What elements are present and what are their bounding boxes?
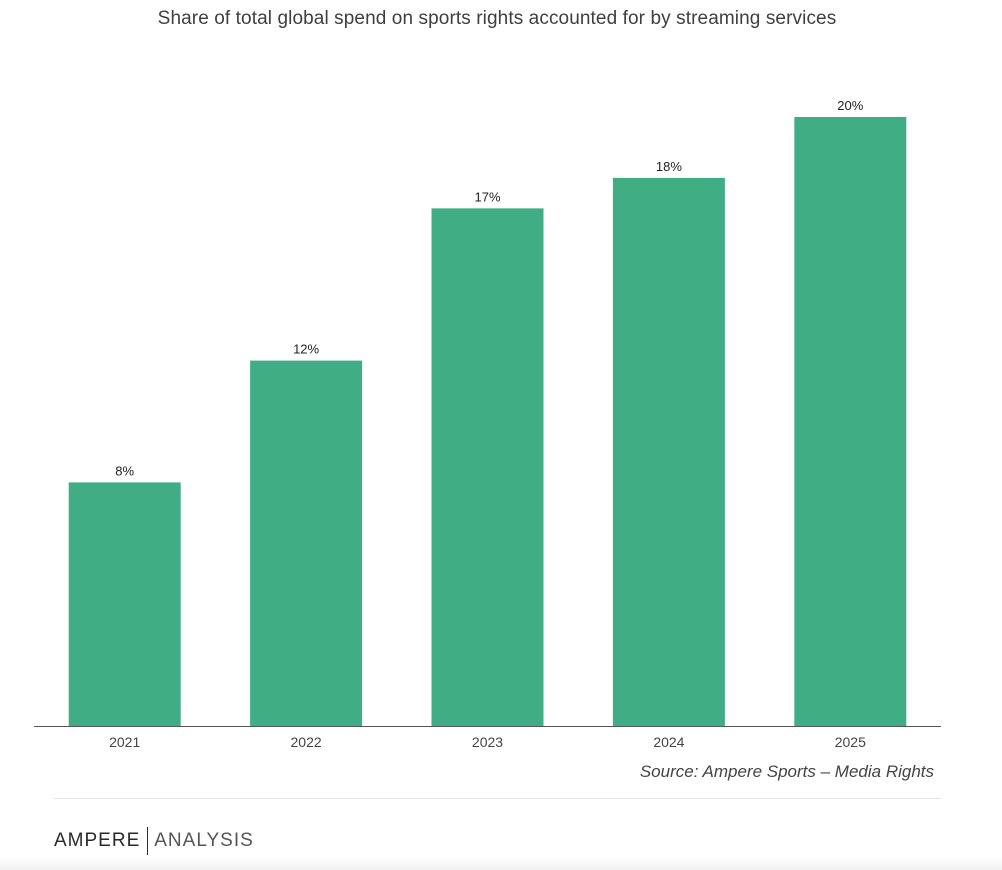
ampere-analysis-logo: AMPERE ANALYSIS bbox=[54, 826, 254, 856]
brand-separator bbox=[147, 827, 149, 855]
brand-primary: AMPERE bbox=[54, 830, 141, 851]
value-label-2025: 20% bbox=[837, 98, 863, 113]
value-label-2022: 12% bbox=[293, 342, 319, 357]
bar-2025 bbox=[794, 117, 907, 726]
value-label-2021: 8% bbox=[115, 463, 134, 478]
bar-chart: 8% 12% 17% 18% 20% 2021 2022 2023 2024 2025 bbox=[34, 98, 941, 750]
brand-secondary: ANALYSIS bbox=[154, 830, 254, 851]
x-tick-label-2022: 2022 bbox=[291, 734, 322, 750]
value-label-2024: 18% bbox=[656, 159, 682, 174]
x-tick-label-2021: 2021 bbox=[109, 734, 140, 750]
bar-2024 bbox=[612, 177, 725, 726]
bar-2021 bbox=[68, 482, 181, 726]
bars-group bbox=[68, 117, 907, 727]
value-labels-group: 8% 12% 17% 18% 20% bbox=[115, 98, 863, 478]
bar-2023 bbox=[431, 208, 544, 727]
chart-title: Share of total global spend on sports ri… bbox=[157, 8, 837, 29]
bottom-shade bbox=[0, 856, 1002, 870]
value-label-2023: 17% bbox=[474, 189, 500, 204]
tick-labels-group: 2021 2022 2023 2024 2025 bbox=[109, 734, 866, 750]
footer-divider bbox=[54, 798, 941, 799]
source-note: Source: Ampere Sports – Media Rights bbox=[639, 762, 934, 781]
x-tick-label-2024: 2024 bbox=[653, 734, 684, 750]
x-tick-label-2025: 2025 bbox=[835, 734, 866, 750]
x-tick-label-2023: 2023 bbox=[472, 734, 503, 750]
bar-2022 bbox=[250, 360, 363, 726]
